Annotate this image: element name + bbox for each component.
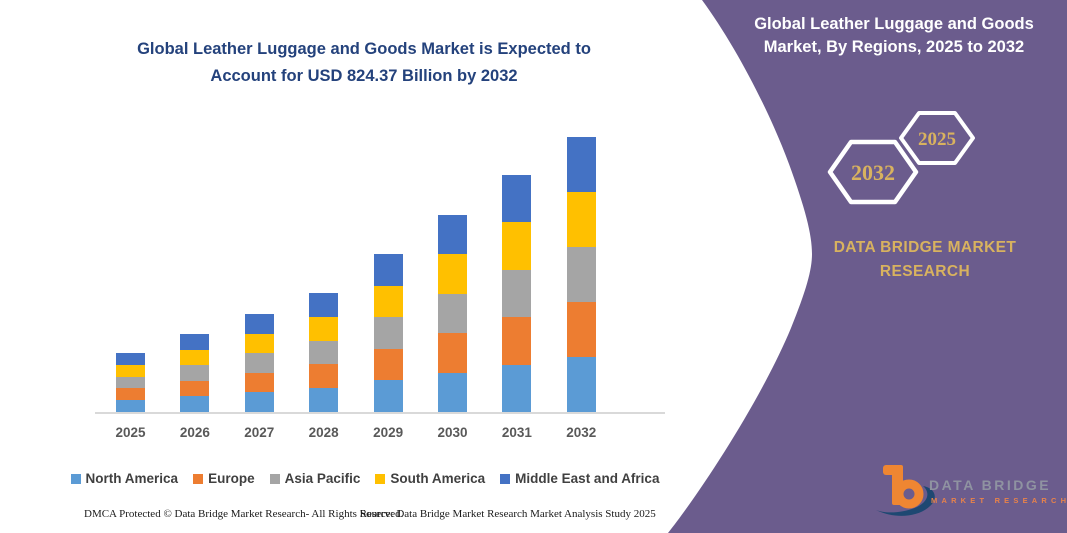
bar-segment	[309, 316, 339, 341]
logo-wordmark: DATA BRIDGE	[929, 477, 1052, 493]
bar-segment	[566, 192, 596, 248]
legend-label: Asia Pacific	[284, 471, 361, 486]
bar-segment	[566, 302, 596, 358]
badge-end-year: 2032	[851, 160, 895, 185]
bar-segment	[244, 314, 274, 334]
bar-segment	[244, 392, 274, 412]
bar-segment	[180, 349, 210, 366]
bar-segment	[116, 388, 145, 401]
bar-segment	[438, 215, 467, 255]
bar-segment	[373, 317, 403, 349]
stacked-bar-2025	[116, 353, 145, 412]
legend-swatch	[193, 473, 204, 484]
bar-segment	[244, 333, 274, 354]
badge-start-year: 2025	[918, 129, 956, 150]
bar-segment	[116, 376, 145, 389]
stacked-bar-2026	[180, 334, 210, 412]
bar-segment	[502, 317, 532, 365]
bar-segment	[502, 175, 532, 223]
bar-segment	[502, 269, 532, 318]
legend-item: Asia Pacific	[269, 471, 361, 486]
stacked-bar-2031	[502, 175, 532, 412]
dmca-notice: DMCA Protected © Data Bridge Market Rese…	[84, 508, 404, 520]
bar-segment	[309, 388, 339, 412]
bar-segment	[116, 400, 145, 412]
x-tick-label: 2026	[179, 425, 210, 440]
chart-panel: Global Leather Luggage and Goods Market …	[95, 40, 665, 440]
bar-segment	[244, 353, 274, 373]
panel-title: Global Leather Luggage and Goods Market,…	[754, 15, 1034, 56]
logo-tagline: MARKET RESEARCH	[931, 496, 1067, 505]
bar-segment	[373, 380, 403, 412]
bar-segment	[373, 254, 403, 286]
legend-swatch	[375, 473, 386, 484]
legend-swatch	[70, 473, 81, 484]
bar-segment	[180, 365, 210, 381]
legend-item: Middle East and Africa	[500, 471, 659, 486]
bar-segment	[244, 372, 274, 393]
x-tick-label: 2031	[501, 425, 532, 440]
legend-label: North America	[85, 471, 179, 486]
bar-segment	[502, 222, 532, 270]
dbmr-logo: DATA BRIDGE MARKET RESEARCH	[872, 458, 1066, 522]
bar-segment	[438, 372, 467, 412]
x-tick-label: 2028	[308, 425, 339, 440]
chart-legend: North America Europe Asia Pacific South Ame…	[20, 471, 710, 486]
bar-segment	[116, 364, 145, 377]
stacked-bar-2029	[373, 254, 403, 412]
stacked-bar-2028	[309, 293, 339, 412]
x-tick-label: 2032	[566, 425, 597, 440]
bar-segment	[438, 293, 467, 334]
chart-title: Global Leather Luggage and Goods Market …	[137, 40, 591, 85]
legend-item: Europe	[193, 471, 255, 486]
hexagon-2025	[899, 111, 975, 165]
legend-swatch	[269, 473, 280, 484]
bar-segment	[309, 364, 339, 389]
bar-segment	[180, 396, 210, 412]
bar-segment	[309, 293, 339, 317]
legend-label: Middle East and Africa	[515, 471, 660, 486]
stacked-bar-2027	[244, 314, 274, 412]
brand-name: DATA BRIDGE MARKET RESEARCH	[833, 239, 1017, 280]
bar-segment	[438, 254, 467, 294]
legend-label: South America	[390, 471, 486, 486]
x-tick-label: 2027	[244, 425, 275, 440]
bar-segment	[180, 380, 210, 397]
bar-segment	[566, 137, 596, 193]
legend-label: Europe	[208, 471, 255, 486]
bar-segment	[373, 285, 403, 318]
x-tick-label: 2030	[437, 425, 468, 440]
legend-swatch	[500, 473, 511, 484]
stacked-bar-2030	[438, 215, 467, 412]
bar-segment	[566, 247, 596, 303]
bar-segment	[502, 364, 532, 412]
bar-segment	[180, 334, 210, 350]
bar-segment	[438, 333, 467, 373]
x-tick-label: 2025	[115, 425, 146, 440]
legend-item: South America	[375, 471, 485, 486]
bar-segment	[309, 340, 339, 365]
hexagon-2032	[827, 139, 919, 205]
x-tick-label: 2029	[373, 425, 404, 440]
year-hexagons: 2025 2032	[827, 111, 975, 205]
source-note: Source: Data Bridge Market Research Mark…	[360, 508, 656, 520]
bar-segment	[373, 348, 403, 381]
x-axis-line	[95, 412, 665, 414]
stacked-bar-2032	[566, 137, 596, 412]
bar-segment	[116, 353, 145, 365]
bar-segment	[566, 357, 596, 412]
dbmr-logo-icon	[876, 465, 935, 516]
legend-item: North America	[70, 471, 179, 486]
